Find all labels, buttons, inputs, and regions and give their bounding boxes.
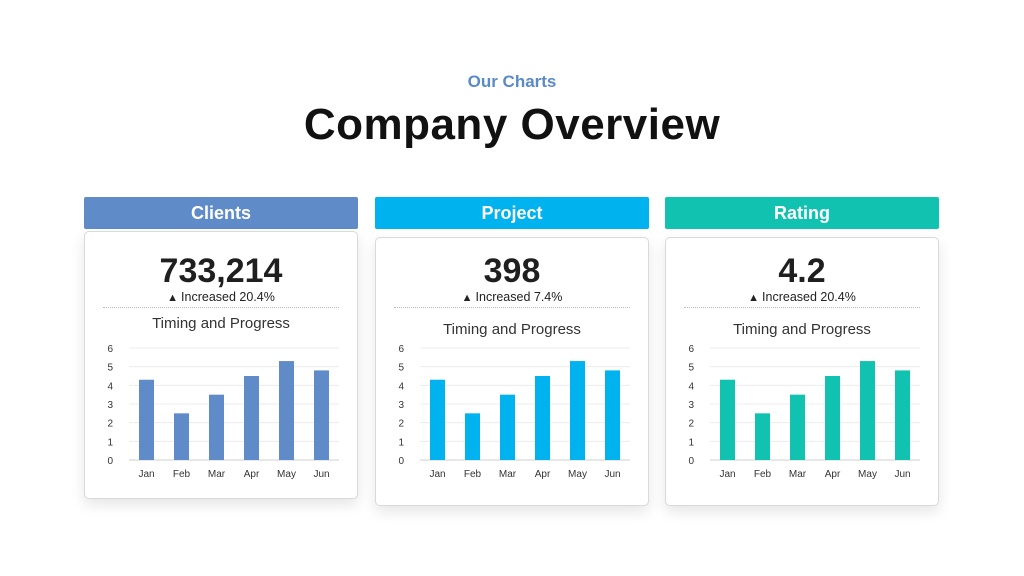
bar: [209, 394, 224, 460]
y-tick-label: 6: [107, 344, 113, 355]
x-tick-label: Jan: [138, 469, 154, 480]
x-tick-label: Mar: [789, 469, 807, 480]
dotted-divider: [103, 307, 339, 308]
bar: [755, 413, 770, 460]
metric-card: 398 ▲ Increased 7.4% Timing and Progress …: [375, 237, 649, 506]
bar: [174, 413, 189, 460]
delta-label: Increased 7.4%: [475, 290, 563, 304]
bar: [535, 376, 550, 460]
y-tick-label: 2: [107, 419, 113, 430]
y-tick-label: 0: [107, 456, 113, 467]
bar: [570, 361, 585, 460]
dotted-divider: [394, 307, 630, 308]
bar: [720, 379, 735, 460]
y-tick-label: 2: [398, 419, 404, 430]
page-title: Company Overview: [303, 100, 721, 149]
delta-text: ▲ Increased 20.4%: [85, 290, 357, 304]
x-tick-label: Apr: [244, 469, 260, 480]
bar: [139, 379, 154, 460]
x-tick-label: Jan: [429, 469, 445, 480]
y-tick-label: 6: [688, 344, 694, 355]
metric-value: 398: [483, 252, 541, 290]
delta-text: ▲ Increased 7.4%: [376, 290, 648, 304]
up-triangle-icon: ▲: [461, 292, 473, 304]
bar: [465, 413, 480, 460]
x-tick-label: Apr: [825, 469, 841, 480]
delta-text: ▲ Increased 20.4%: [666, 290, 938, 304]
up-triangle-icon: ▲: [167, 292, 179, 304]
y-tick-label: 0: [398, 456, 404, 467]
x-tick-label: Jun: [894, 469, 910, 480]
bar: [279, 361, 294, 460]
dotted-divider: [684, 307, 920, 308]
bar: [825, 376, 840, 460]
panel-header: Clients: [84, 197, 358, 229]
y-tick-label: 3: [107, 400, 113, 411]
delta-label: Increased 20.4%: [762, 290, 856, 304]
bar: [860, 361, 875, 460]
rating-panel: Rating 4.2 ▲ Increased 20.4% Timing and P…: [665, 197, 939, 506]
project-panel: Project 398 ▲ Increased 7.4% Timing and P…: [375, 197, 649, 506]
bar: [605, 370, 620, 460]
x-tick-label: Mar: [499, 469, 517, 480]
metric-value: 4.2: [778, 252, 826, 290]
panel-header: Rating: [665, 197, 939, 229]
y-tick-label: 2: [688, 419, 694, 430]
x-tick-label: Feb: [754, 469, 772, 480]
metric-card: 733,214 ▲ Increased 20.4% Timing and Prog…: [84, 231, 358, 499]
x-tick-label: Feb: [464, 469, 482, 480]
y-tick-label: 5: [107, 363, 113, 374]
chart-title: Timing and Progress: [733, 321, 871, 338]
y-tick-label: 0: [688, 456, 694, 467]
bar: [790, 394, 805, 460]
y-tick-label: 4: [107, 381, 113, 392]
metric-value: 733,214: [159, 252, 283, 290]
x-tick-label: Feb: [173, 469, 191, 480]
y-tick-label: 3: [398, 400, 404, 411]
bar: [244, 376, 259, 460]
y-tick-label: 1: [107, 437, 113, 448]
y-tick-label: 4: [688, 381, 694, 392]
x-tick-label: May: [858, 469, 877, 480]
bar: [500, 394, 515, 460]
y-tick-label: 6: [398, 344, 404, 355]
chart-title: Timing and Progress: [443, 321, 581, 338]
y-tick-label: 1: [688, 437, 694, 448]
bar: [430, 379, 445, 460]
eyebrow-label: Our Charts: [467, 72, 557, 91]
y-tick-label: 5: [688, 363, 694, 374]
bar-chart: 0 1 2 3 4 5 6 Jan Feb Mar Apr May Jun: [107, 344, 339, 480]
bar-chart: 0 1 2 3 4 5 6 Jan Feb Mar Apr May Jun: [398, 344, 630, 480]
bar: [314, 370, 329, 460]
x-tick-label: Jan: [719, 469, 735, 480]
bar-chart: 0 1 2 3 4 5 6 Jan Feb Mar Apr May Jun: [688, 344, 920, 480]
metric-card: 4.2 ▲ Increased 20.4% Timing and Progress…: [665, 237, 939, 506]
panel-header: Project: [375, 197, 649, 229]
y-tick-label: 5: [398, 363, 404, 374]
delta-label: Increased 20.4%: [181, 290, 275, 304]
y-tick-label: 1: [398, 437, 404, 448]
x-tick-label: Apr: [535, 469, 551, 480]
up-triangle-icon: ▲: [748, 292, 760, 304]
clients-panel: Clients 733,214 ▲ Increased 20.4% Timing …: [84, 197, 358, 499]
bar: [895, 370, 910, 460]
x-tick-label: May: [568, 469, 587, 480]
chart-title: Timing and Progress: [152, 315, 290, 332]
y-tick-label: 4: [398, 381, 404, 392]
y-tick-label: 3: [688, 400, 694, 411]
x-tick-label: May: [277, 469, 296, 480]
x-tick-label: Mar: [208, 469, 226, 480]
x-tick-label: Jun: [604, 469, 620, 480]
x-tick-label: Jun: [313, 469, 329, 480]
